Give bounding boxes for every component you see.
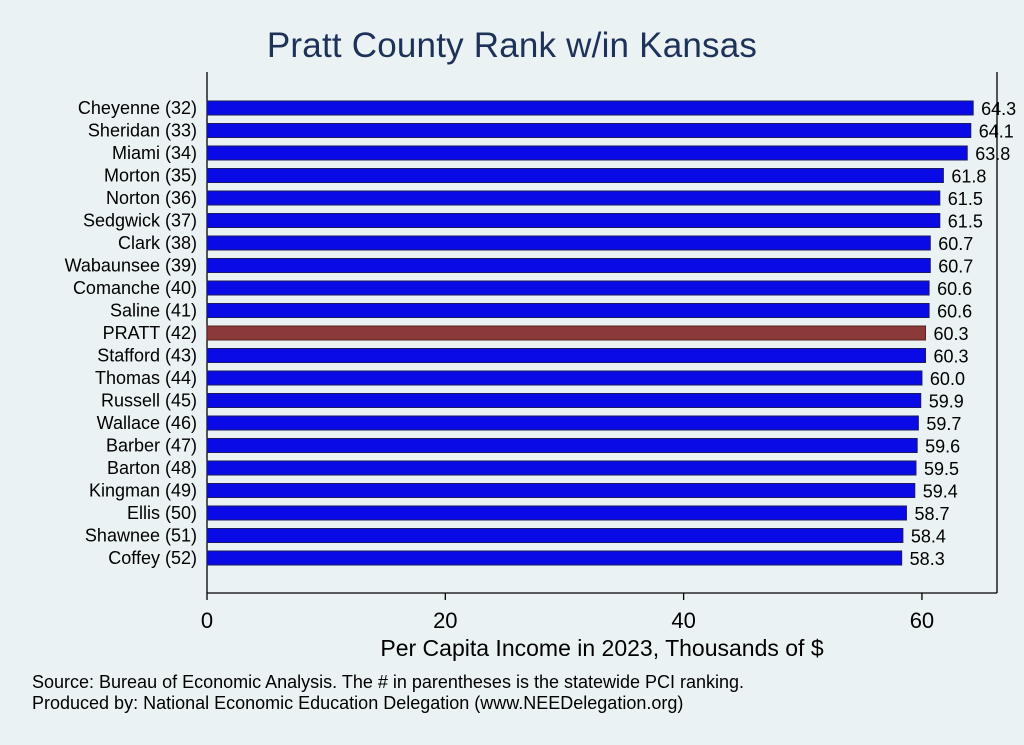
x-tick-label: 20 [433, 608, 457, 633]
category-label: Russell (45) [101, 391, 197, 411]
bars-group [206, 100, 974, 566]
value-label: 60.7 [938, 234, 973, 254]
value-label: 59.9 [929, 392, 964, 412]
category-label: Wabaunsee (39) [65, 256, 197, 276]
value-label: 60.6 [937, 279, 972, 299]
category-label: Thomas (44) [95, 368, 197, 388]
bar [206, 235, 931, 251]
category-label: Shawnee (51) [85, 526, 197, 546]
value-label: 64.1 [979, 122, 1014, 142]
bar [206, 438, 918, 453]
category-label: Clark (38) [118, 233, 197, 253]
value-labels: 64.364.163.861.861.561.560.760.760.660.6… [910, 99, 1017, 569]
value-label: 60.0 [930, 369, 965, 389]
value-label: 60.3 [934, 324, 969, 344]
bar [206, 100, 974, 116]
bar [206, 145, 968, 161]
bar [206, 393, 922, 408]
produced-by-note: Produced by: National Economic Education… [32, 693, 684, 713]
value-label: 59.6 [925, 437, 960, 457]
value-label: 58.3 [910, 549, 945, 569]
category-label: Morton (35) [104, 166, 197, 186]
category-label: Coffey (52) [108, 548, 197, 568]
category-label: Wallace (46) [97, 413, 197, 433]
bar [206, 258, 931, 273]
value-label: 61.5 [948, 189, 983, 209]
bar [206, 190, 941, 206]
bar [206, 460, 917, 476]
value-label: 64.3 [981, 99, 1016, 119]
bar [206, 348, 927, 363]
x-tick-label: 40 [671, 608, 695, 633]
category-labels: Cheyenne (32) Sheridan (33)Miami (34) Mort… [65, 98, 197, 568]
value-label: 58.7 [914, 504, 949, 524]
value-label: 59.7 [926, 414, 961, 434]
value-label: 58.4 [911, 527, 946, 547]
category-label: Kingman (49) [89, 481, 197, 501]
value-label: 61.5 [948, 212, 983, 232]
bar [206, 528, 904, 543]
x-tick-label: 60 [910, 608, 934, 633]
value-label: 60.7 [938, 257, 973, 277]
chart-title: Pratt County Rank w/in Kansas [266, 26, 758, 65]
bar [206, 123, 972, 138]
bar [206, 303, 930, 318]
bar [206, 280, 930, 296]
value-label: 59.5 [924, 459, 959, 479]
source-note: Source: Bureau of Economic Analysis. The… [32, 672, 745, 692]
category-label: Cheyenne (32) [78, 98, 197, 118]
value-label: 59.4 [923, 482, 958, 502]
bar [206, 550, 903, 566]
category-label: Barber (47) [106, 436, 197, 456]
category-label: PRATT (42) [103, 323, 197, 343]
value-label: 63.8 [975, 144, 1010, 164]
category-label: Miami (34) [112, 143, 197, 163]
category-label: Saline (41) [110, 301, 197, 321]
footer: Source: Bureau of Economic Analysis. The… [32, 672, 744, 714]
category-label: Sedgwick (37) [83, 211, 197, 231]
x-ticks: 0 20 40 60 [201, 593, 934, 633]
value-label: 61.8 [951, 167, 986, 187]
category-label: Stafford (43) [97, 346, 197, 366]
value-label: 60.3 [934, 347, 969, 367]
x-tick-label: 0 [201, 608, 213, 633]
bar [206, 168, 944, 183]
category-label: Norton (36) [106, 188, 197, 208]
bar [206, 483, 916, 498]
value-label: 60.6 [937, 302, 972, 322]
category-label: Ellis (50) [127, 503, 197, 523]
bar [206, 370, 923, 386]
bar [206, 505, 907, 521]
category-label: Sheridan (33) [88, 121, 197, 141]
bar [206, 325, 927, 341]
bar [206, 415, 919, 431]
x-axis-title: Per Capita Income in 2023, Thousands of … [380, 635, 823, 661]
category-label: Barton (48) [107, 458, 197, 478]
bar [206, 213, 941, 228]
category-label: Comanche (40) [73, 278, 197, 298]
